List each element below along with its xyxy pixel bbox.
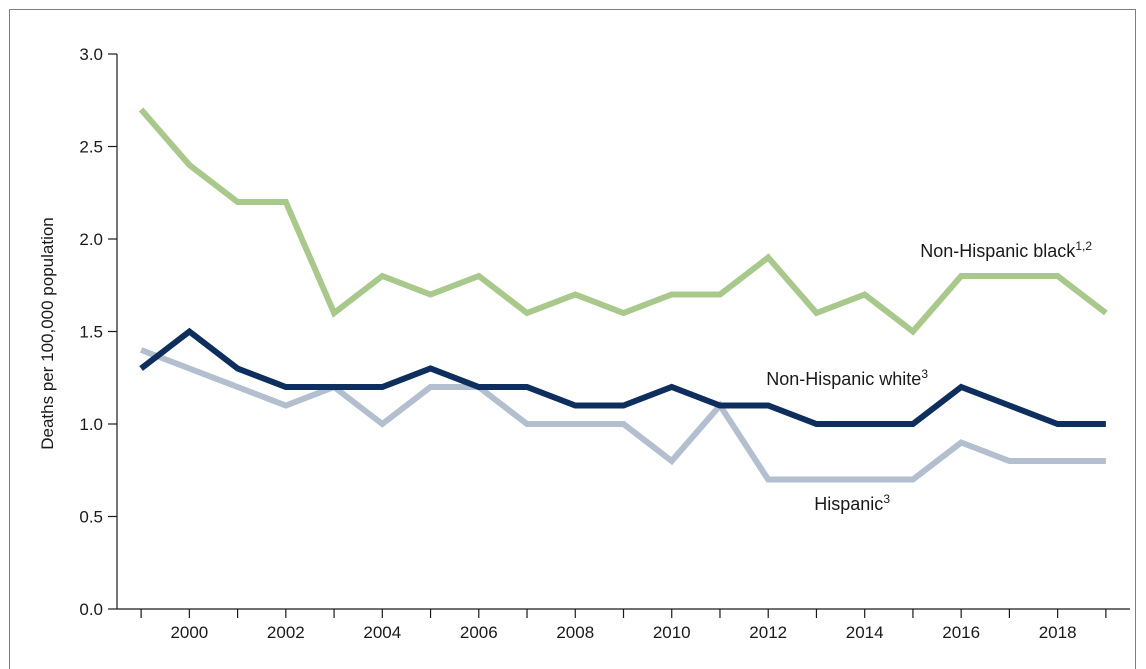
series-line-hispanic [140,347,1106,483]
series-annotations: Non-Hispanic black1,2 Non-Hispanic white3… [766,239,1092,514]
series-line-non-hispanic-black [138,107,1108,336]
x-tick-label: 2010 [653,623,691,642]
chart-frame: 0.0 0.5 1.0 1.5 2.0 2.5 3.0 2000 2002 2004 2006 200… [9,9,1136,669]
x-tick-label: 2000 [170,623,208,642]
x-tick-label: 2014 [846,623,884,642]
y-tick-label: 1.5 [79,323,103,342]
series-label-non-hispanic-black: Non-Hispanic black1,2 [920,239,1092,261]
y-tick-label: 0.0 [79,600,103,619]
y-tick-label: 2.0 [79,230,103,249]
series-line-non-hispanic-white [139,327,1106,427]
x-tick-label: 2002 [267,623,305,642]
x-tick-label: 2004 [363,623,401,642]
x-tick-label: 2016 [942,623,980,642]
x-tick-label: 2012 [749,623,787,642]
axes: 0.0 0.5 1.0 1.5 2.0 2.5 3.0 2000 2002 2004 2006 200… [38,45,1130,642]
x-tick-label: 2008 [556,623,594,642]
x-tick-label: 2018 [1039,623,1077,642]
line-chart: 0.0 0.5 1.0 1.5 2.0 2.5 3.0 2000 2002 2004 2006 200… [38,45,1130,642]
x-tick-label: 2006 [460,623,498,642]
series-label-hispanic: Hispanic3 [814,492,890,514]
y-tick-label: 2.5 [79,138,103,157]
y-tick-label: 1.0 [79,415,103,434]
series-layer [138,107,1108,483]
series-label-non-hispanic-white: Non-Hispanic white3 [766,367,928,389]
y-tick-label: 0.5 [79,508,103,527]
y-tick-label: 3.0 [79,45,103,64]
y-axis-title: Deaths per 100,000 population [38,217,57,450]
